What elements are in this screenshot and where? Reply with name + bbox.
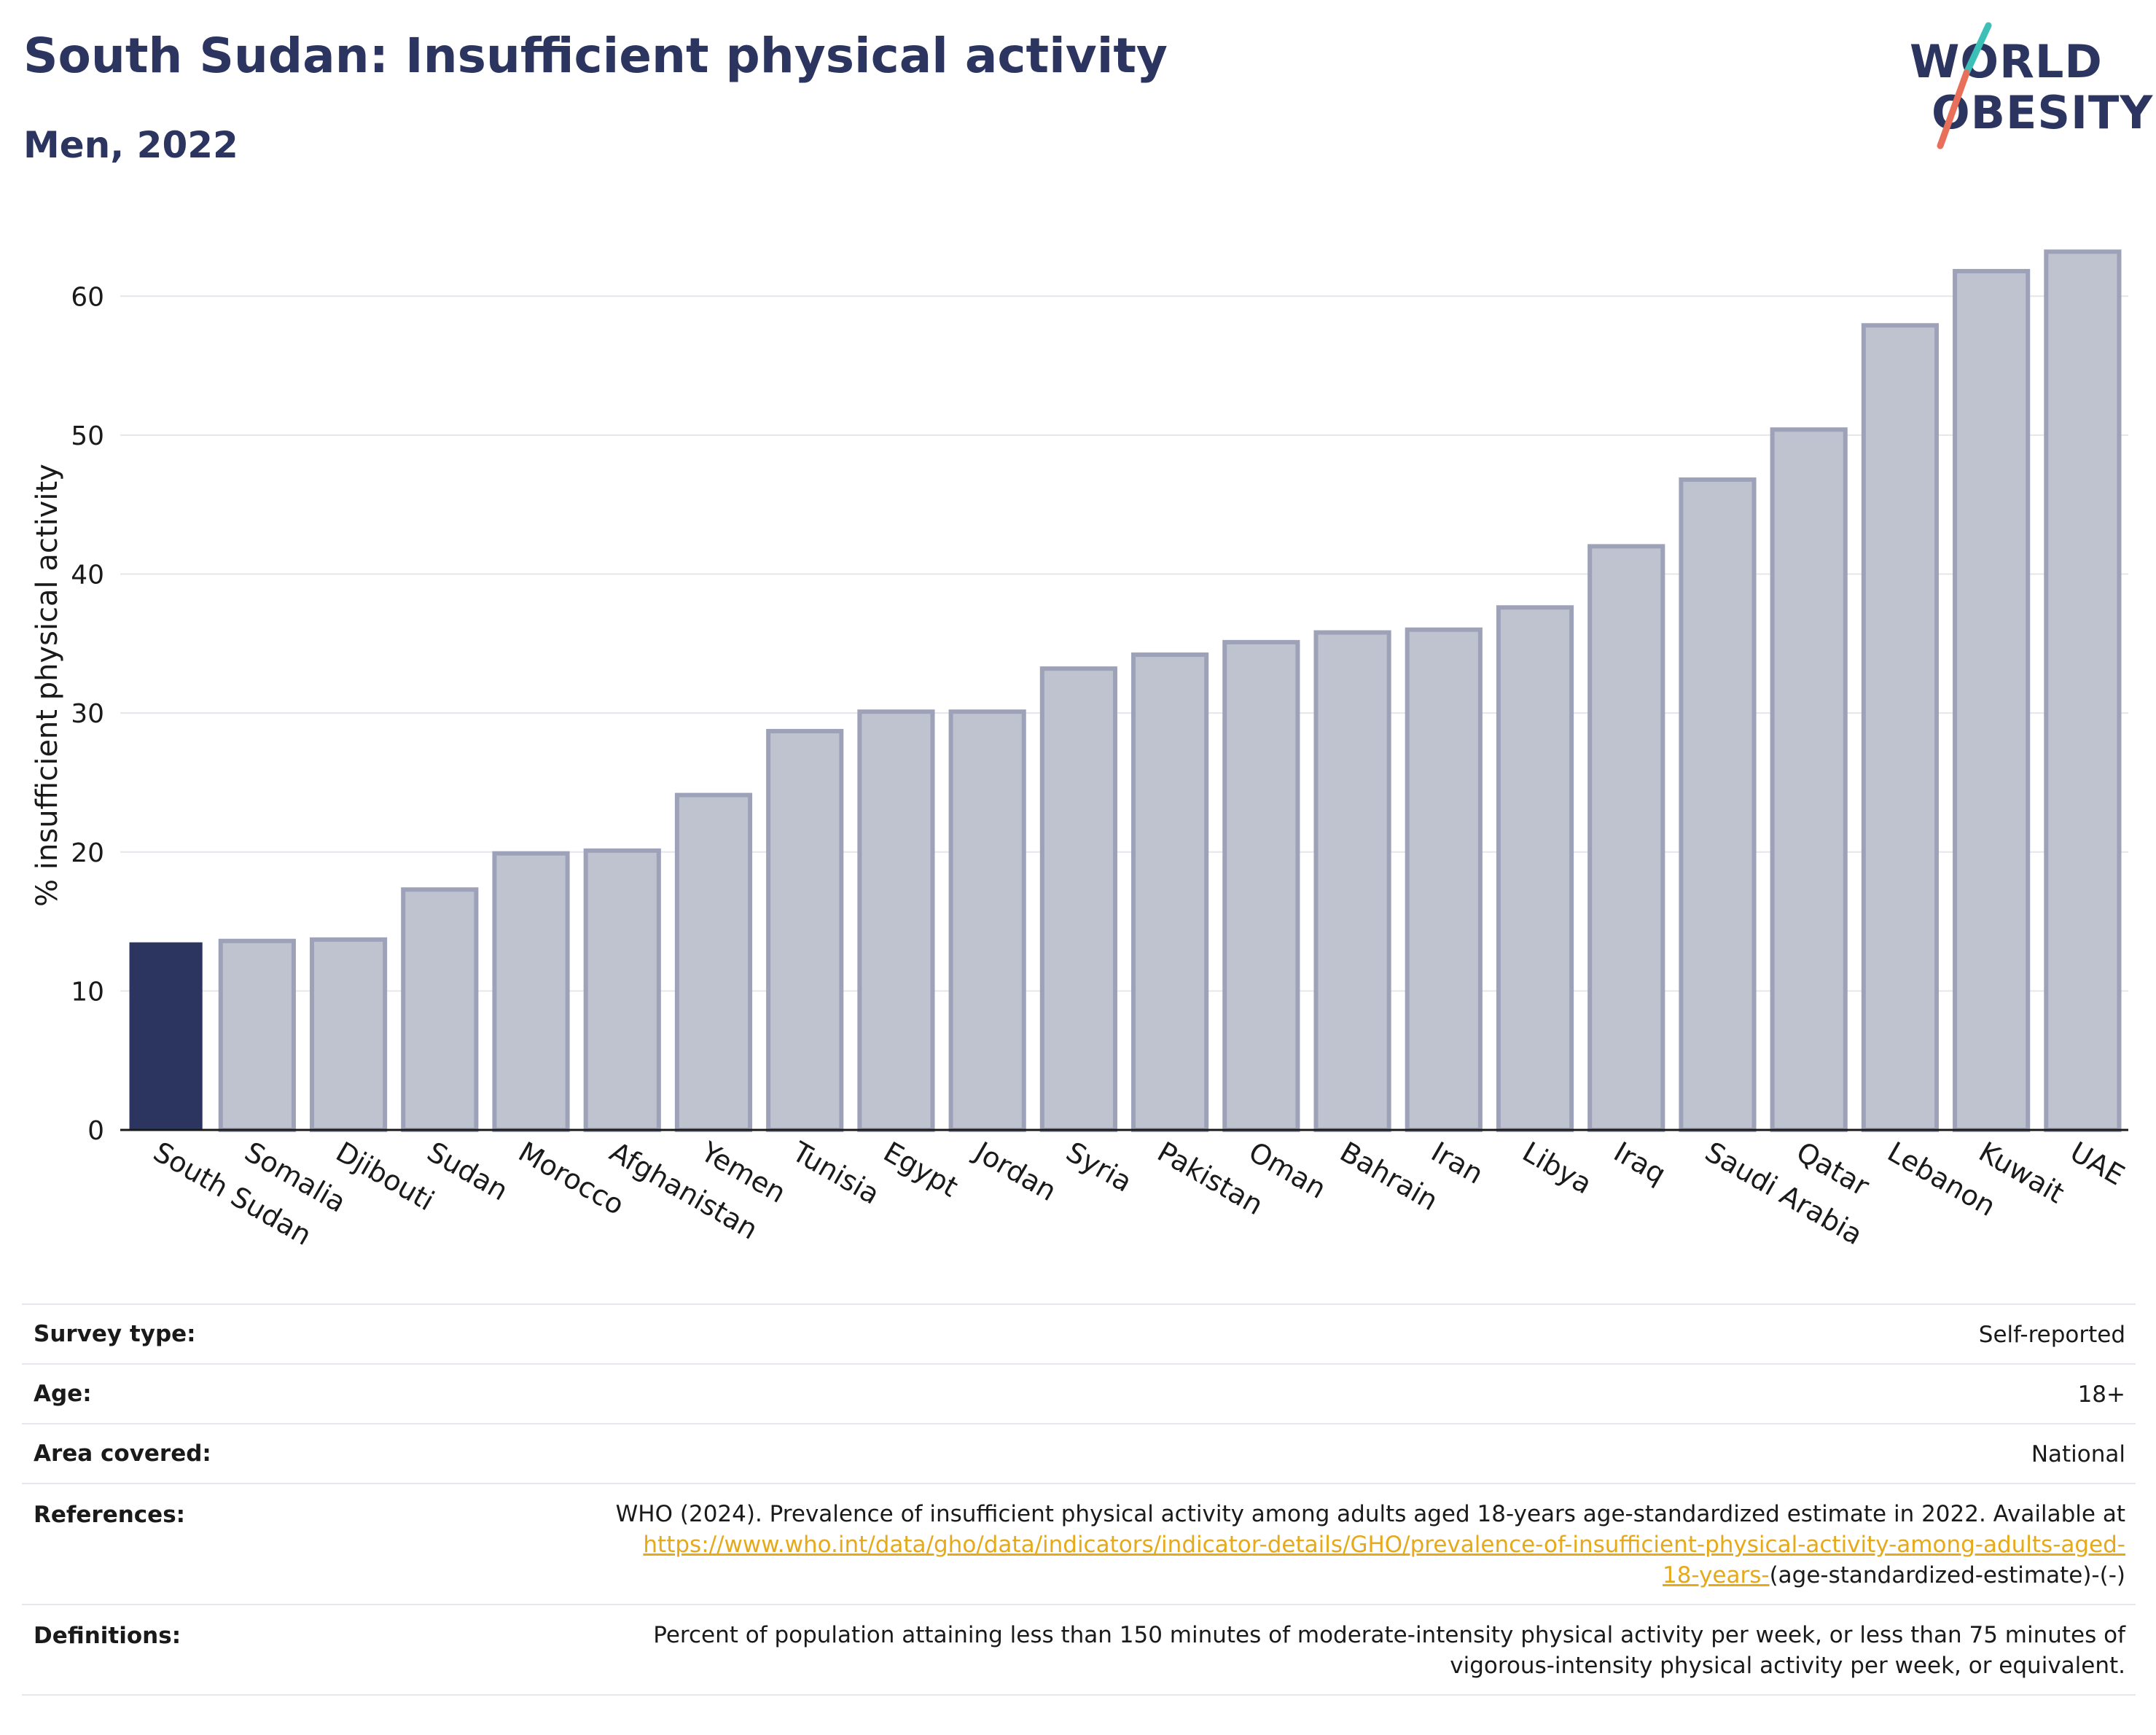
definitions-line-1: Percent of population attaining less tha… (653, 1622, 2125, 1648)
bar-syria (1039, 666, 1117, 1132)
chart-title: South Sudan: Insufficient physical activ… (23, 28, 1168, 84)
x-tick-label: Bahrain (1335, 1136, 1443, 1217)
bar-morocco (492, 851, 570, 1132)
bar-jordan (948, 709, 1026, 1132)
x-tick-label: Pakistan (1152, 1136, 1269, 1222)
bar-iran (1405, 627, 1483, 1132)
bar-tunisia (766, 728, 844, 1132)
area-label: Area covered: (34, 1440, 211, 1467)
info-row-survey-type: Survey type: Self-reported (22, 1303, 2136, 1363)
x-tick-label: Djibouti (331, 1136, 440, 1217)
x-tick-label: UAE (2065, 1136, 2130, 1192)
x-tick-label: Sudan (422, 1136, 514, 1207)
references-link[interactable]: https://www.who.int/data/gho/data/indica… (643, 1532, 2125, 1558)
age-value: 18+ (2077, 1381, 2125, 1408)
chart-subtitle: Men, 2022 (23, 124, 238, 166)
x-tick-label: Iran (1426, 1136, 1488, 1190)
bar-egypt (857, 709, 935, 1132)
logo-line-1: WORLD (1910, 35, 2103, 88)
x-tick-label: Iraq (1609, 1136, 1671, 1190)
bar-yemen (674, 792, 753, 1132)
bar-lebanon (1861, 323, 1940, 1132)
y-tick-label: 0 (87, 1116, 104, 1146)
info-row-definitions: Definitions: Percent of population attai… (22, 1604, 2136, 1696)
definitions-value: Percent of population attaining less tha… (32, 1605, 2125, 1681)
logo-line-2: OBESITY (1932, 86, 2154, 139)
definitions-label: Definitions: (34, 1623, 181, 1649)
bar-qatar (1770, 427, 1848, 1132)
definitions-line-2: vigorous-intensity physical activity per… (1450, 1653, 2125, 1679)
references-link-cont[interactable]: 18-years- (1662, 1562, 1770, 1588)
bar-pakistan (1131, 652, 1209, 1132)
bar-saudi-arabia (1679, 477, 1757, 1132)
y-tick-label: 60 (71, 282, 104, 312)
bar-chart: 0 10 20 30 40 50 60 % insufficient physical act… (31, 249, 2130, 1252)
logo-slash-icon (1937, 22, 1992, 149)
survey-type-label: Survey type: (34, 1321, 196, 1347)
info-table: Survey type: Self-reported Age: 18+ Area… (22, 1303, 2136, 1696)
y-tick-label: 50 (71, 421, 104, 451)
info-row-area: Area covered: National (22, 1423, 2136, 1483)
y-axis-label: % insufficient physical activity (31, 464, 64, 907)
bar-uae (2044, 249, 2122, 1132)
x-tick-label: Egypt (878, 1136, 964, 1204)
bar-south-sudan (129, 942, 203, 1130)
bar-kuwait (1953, 268, 2031, 1132)
age-label: Age: (34, 1381, 92, 1407)
x-tick-label: Jordan (968, 1135, 1061, 1208)
x-tick-label: South Sudan (148, 1136, 317, 1252)
survey-type-value: Self-reported (1978, 1322, 2125, 1348)
bar-oman (1222, 639, 1300, 1132)
references-label: References: (34, 1502, 186, 1528)
y-tick-label: 30 (71, 699, 104, 729)
bar-iraq (1587, 544, 1665, 1132)
y-tick-label: 20 (71, 838, 104, 868)
info-row-age: Age: 18+ (22, 1363, 2136, 1423)
bar-djibouti (309, 937, 388, 1132)
bar-libya (1496, 605, 1574, 1132)
references-value: WHO (2024). Prevalence of insufficient p… (32, 1484, 2125, 1591)
info-row-references: References: WHO (2024). Prevalence of in… (22, 1483, 2136, 1604)
x-tick-label: Syria (1061, 1136, 1137, 1198)
x-tick-label: Libya (1518, 1136, 1598, 1201)
world-obesity-logo: WORLD OBESITY (1902, 22, 2152, 153)
y-tick-label: 10 (71, 977, 104, 1007)
bar-somalia (218, 938, 296, 1132)
bar-afghanistan (583, 848, 661, 1132)
references-text: WHO (2024). Prevalence of insufficient p… (615, 1501, 2125, 1527)
references-tail: (age-standardized-estimate)-(-) (1769, 1562, 2125, 1588)
bar-sudan (401, 887, 479, 1132)
y-tick-label: 40 (71, 561, 104, 590)
area-value: National (2031, 1441, 2125, 1467)
x-tick-label: Morocco (513, 1136, 630, 1222)
x-tick-label: Tunisia (786, 1135, 885, 1211)
bar-bahrain (1313, 630, 1391, 1132)
x-tick-label: Saudi Arabia (1700, 1136, 1868, 1252)
